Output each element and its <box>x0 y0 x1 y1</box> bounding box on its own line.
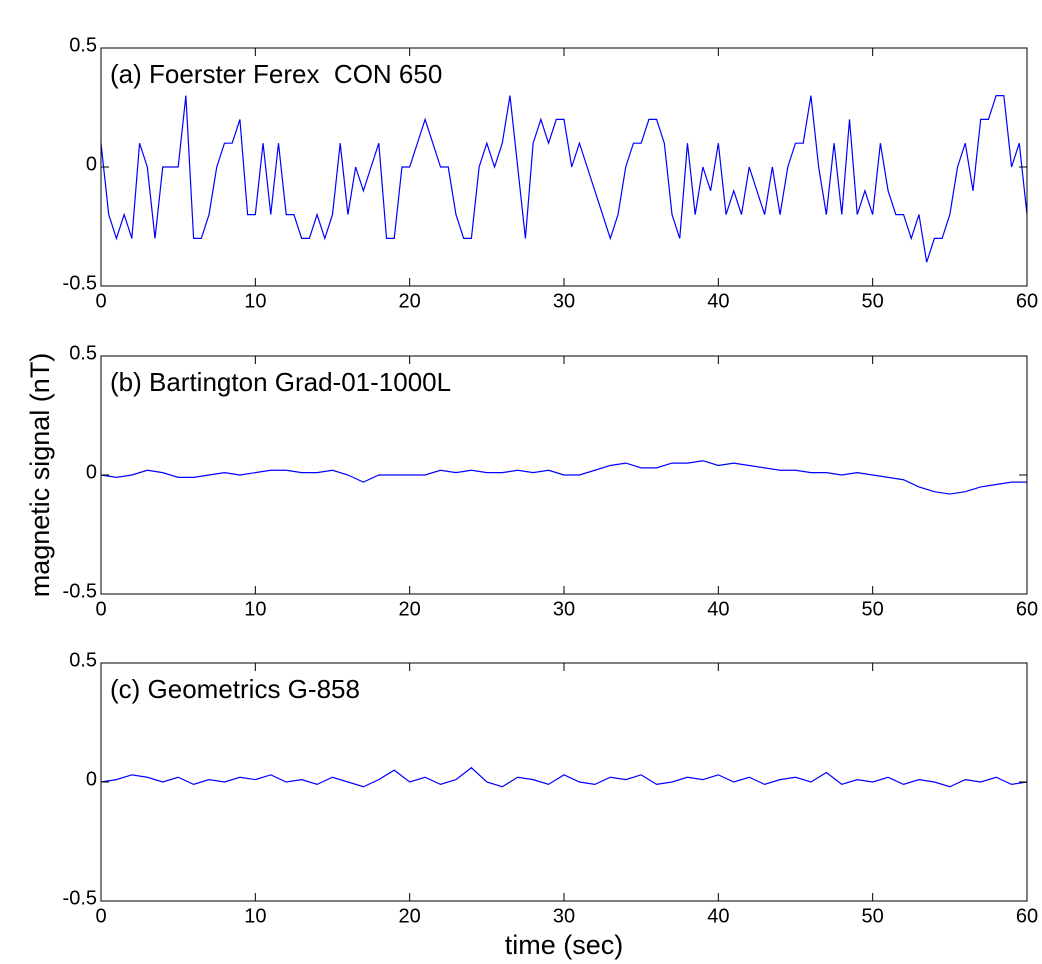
x-tick-label: 0 <box>95 905 106 927</box>
x-tick-label: 10 <box>244 905 266 927</box>
x-tick-label: 20 <box>399 905 421 927</box>
y-tick-label: 0 <box>86 153 97 175</box>
x-tick-label: 40 <box>707 905 729 927</box>
x-tick-label: 10 <box>244 598 266 620</box>
y-tick-label: -0.5 <box>63 272 97 294</box>
signal-line <box>100 766 1028 788</box>
x-tick-label: 20 <box>399 290 421 312</box>
x-axis-label: time (sec) <box>505 930 624 960</box>
y-tick-label: 0.5 <box>69 342 97 364</box>
y-axis-label: magnetic signal (nT) <box>25 353 55 598</box>
x-tick-label: 40 <box>707 290 729 312</box>
x-tick-label: 50 <box>862 290 884 312</box>
x-tick-label: 50 <box>862 598 884 620</box>
x-tick-label: 30 <box>553 290 575 312</box>
signal-line <box>100 460 1027 495</box>
x-tick-label: 10 <box>244 290 266 312</box>
panel-annotation: (a) Foerster Ferex CON 650 <box>110 59 442 89</box>
panel-annotation: (c) Geometrics G-858 <box>110 674 360 704</box>
x-tick-label: 60 <box>1016 598 1038 620</box>
x-tick-label: 0 <box>95 598 106 620</box>
x-tick-label: 40 <box>707 598 729 620</box>
x-tick-label: 30 <box>553 905 575 927</box>
x-tick-label: 0 <box>95 290 106 312</box>
y-tick-label: -0.5 <box>63 887 97 909</box>
x-tick-label: 50 <box>862 905 884 927</box>
x-tick-label: 20 <box>399 598 421 620</box>
x-tick-label: 60 <box>1016 905 1038 927</box>
panel-annotation: (b) Bartington Grad-01-1000L <box>110 367 451 397</box>
y-tick-label: 0 <box>86 461 97 483</box>
x-tick-label: 30 <box>553 598 575 620</box>
y-tick-label: 0.5 <box>69 34 97 56</box>
y-tick-label: 0 <box>86 768 97 790</box>
y-tick-label: -0.5 <box>63 580 97 602</box>
plot-area <box>101 48 1027 286</box>
signal-line <box>100 95 1028 263</box>
y-tick-label: 0.5 <box>69 649 97 671</box>
x-tick-label: 60 <box>1016 290 1038 312</box>
